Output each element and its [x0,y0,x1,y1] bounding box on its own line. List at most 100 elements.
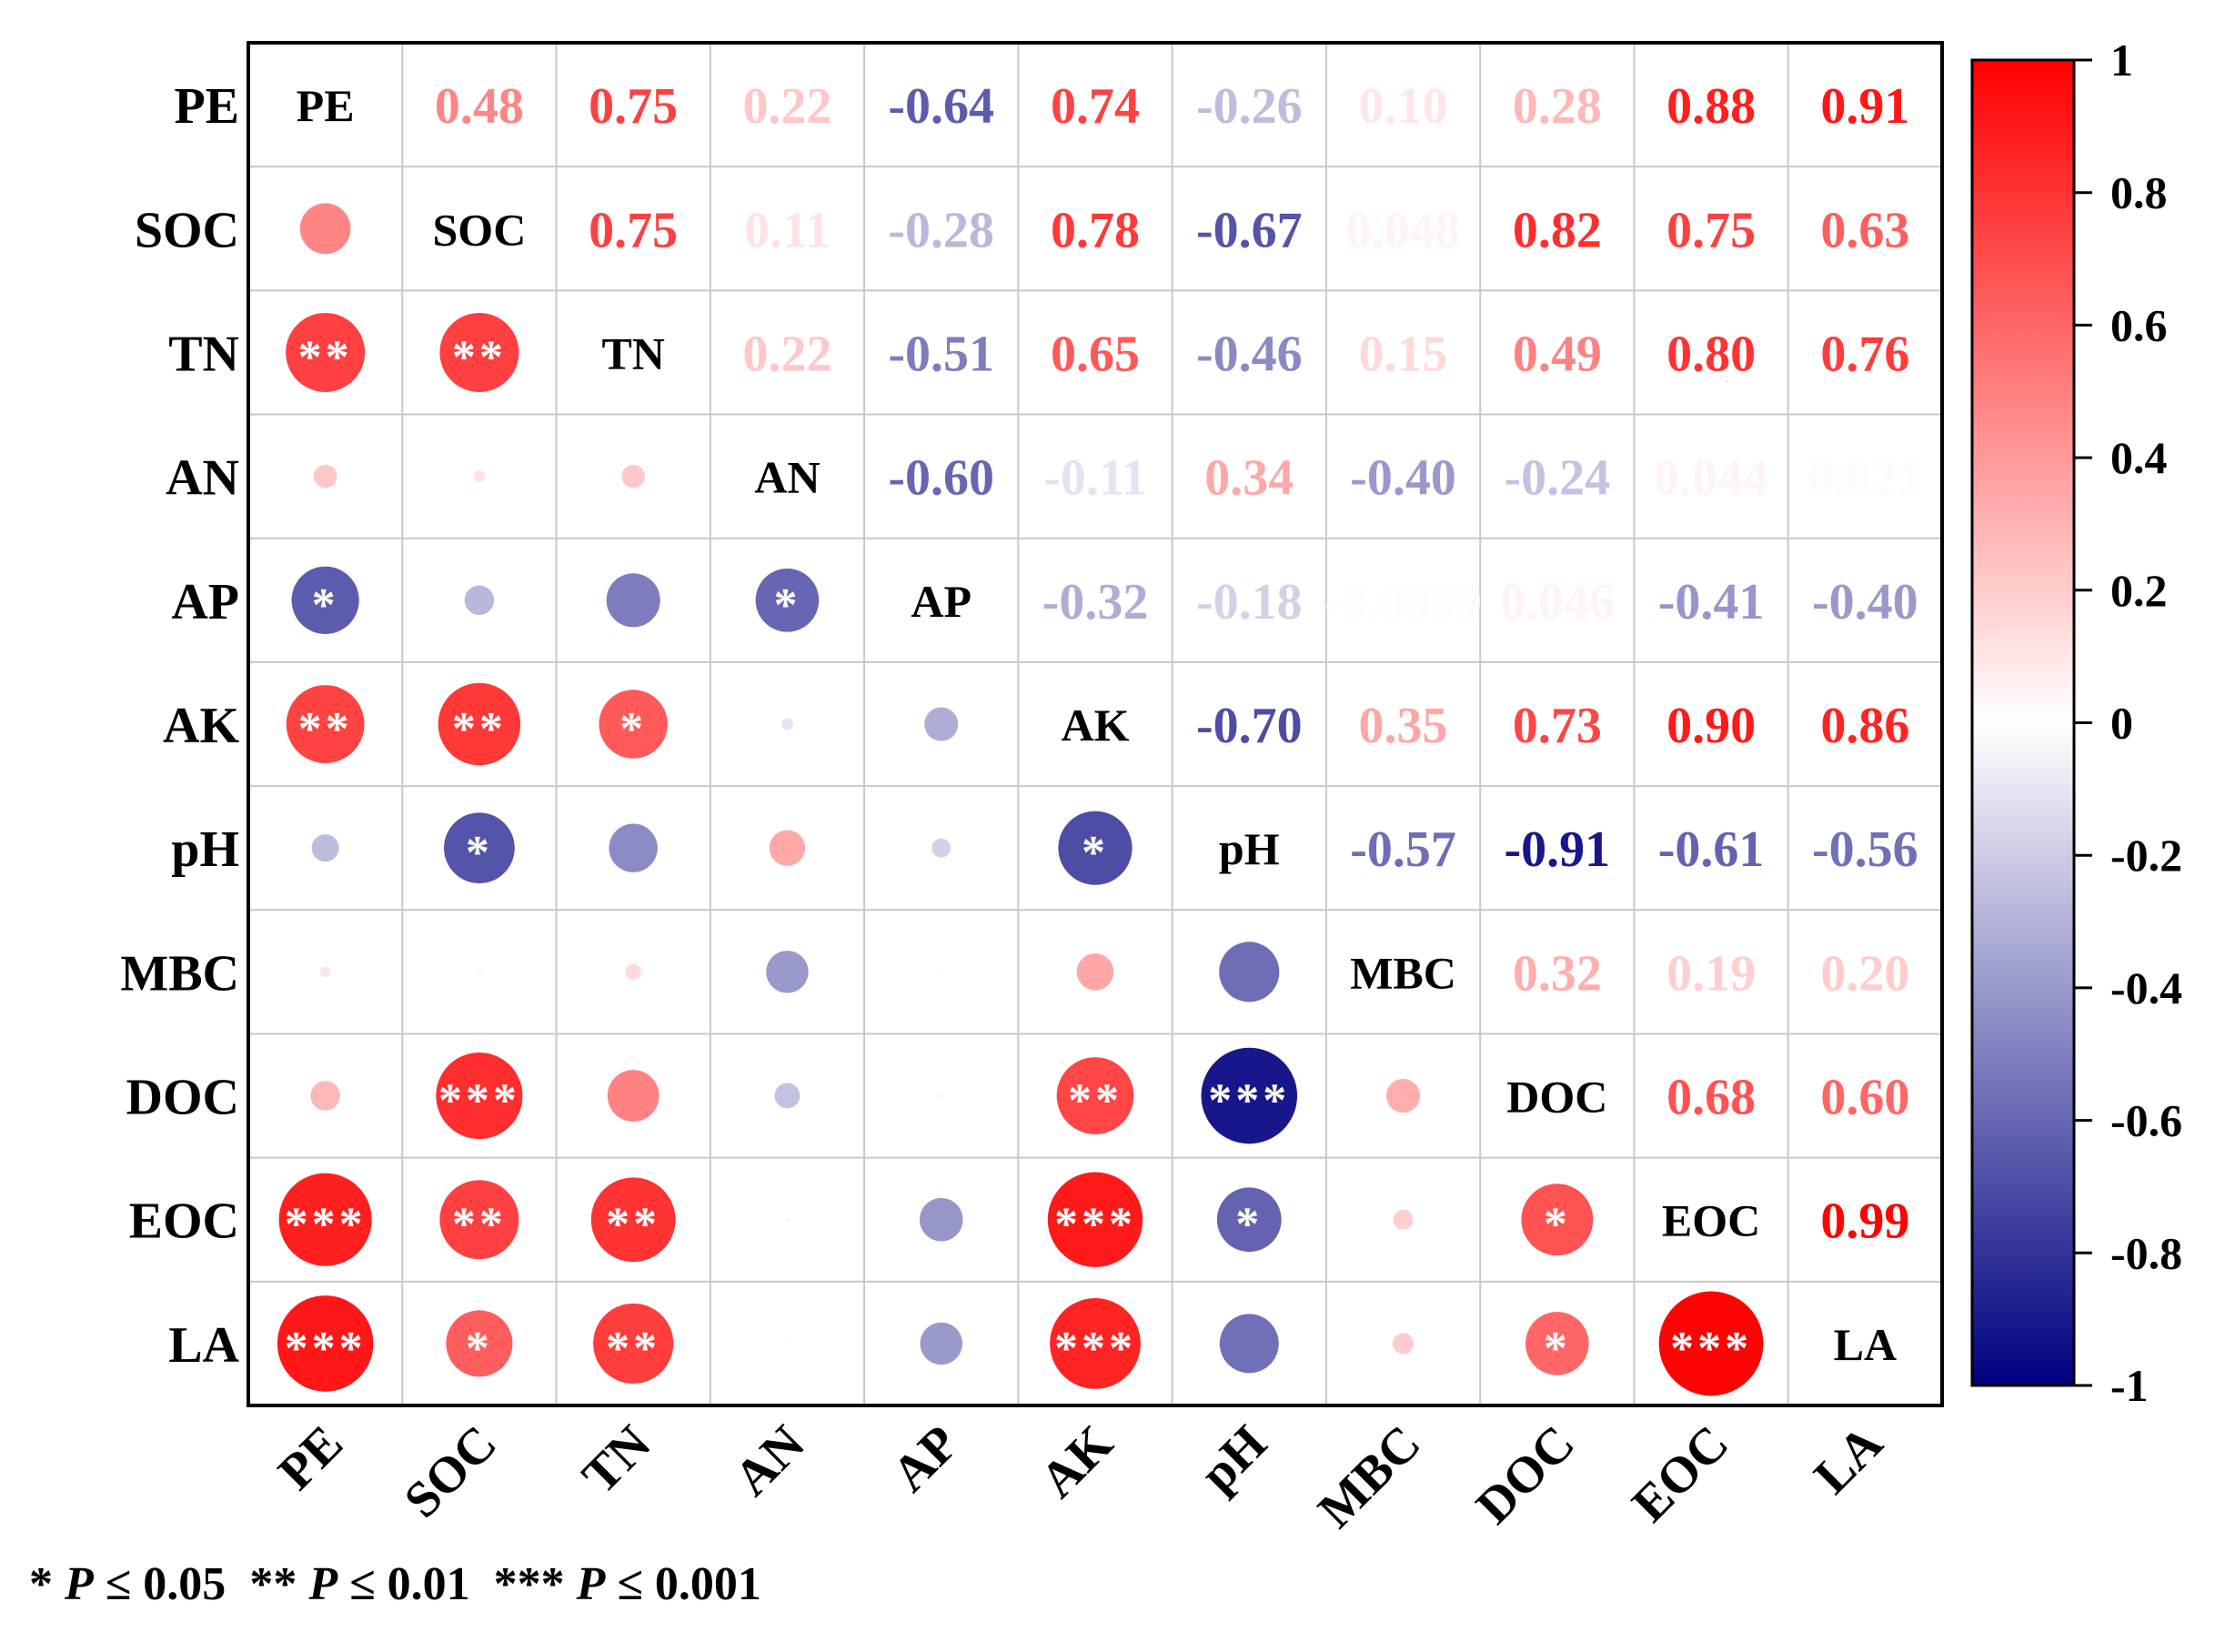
coefficient-label: 0.15 [1359,326,1448,382]
diagonal-label: TN [601,327,664,378]
column-label: pH [1190,1415,1278,1503]
column-label: AN [724,1415,816,1506]
diagonal-label: MBC [1350,947,1456,998]
coefficient-label: 0.60 [1820,1070,1909,1126]
coefficient-label: 0.65 [1051,326,1140,382]
correlation-circle [919,1197,963,1242]
column-label: LA [1804,1415,1894,1505]
correlation-circle [1525,1312,1589,1375]
significance-stars: ** [452,1199,507,1251]
coefficient-label: -0.61 [1658,821,1765,878]
significance-stars: * [312,579,339,631]
significance-stars: * [619,703,647,755]
colorbar-gradient [1970,58,2076,1387]
correlation-circle [286,685,365,763]
correlation-circle [939,1093,944,1099]
coefficient-label: 0.75 [589,78,678,135]
significance-stars: ** [298,703,353,755]
correlation-circle [310,1081,340,1111]
correlation-circle [439,1180,519,1260]
significance-stars: * [1544,1199,1571,1251]
correlation-circle [1056,1057,1134,1134]
correlation-circle [785,1342,789,1345]
coefficient-label: 0.86 [1820,698,1909,754]
coefficient-label: -0.51 [888,326,994,382]
footnote-p: P [64,1558,95,1610]
correlation-circle [1219,942,1280,1002]
colorbar-tick-label: -0.2 [2110,830,2182,881]
diagonal-label: SOC [433,204,527,255]
colorbar-tick-label: -0.6 [2110,1095,2182,1146]
footnote-stars: *** [470,1558,577,1610]
row-label: DOC [126,1070,239,1126]
footnote-threshold: ≤ 0.01 [337,1558,470,1610]
diagonal-label: AK [1062,700,1130,750]
significance-stars: *** [285,1323,367,1375]
coefficient-label: -0.0099 [1324,574,1482,630]
footnote-p: P [576,1558,607,1610]
correlation-circle [1385,1078,1421,1113]
correlation-circle [311,834,339,862]
coefficient-label: -0.40 [1812,574,1918,630]
row-label: AN [166,450,239,507]
row-label: LA [168,1317,239,1374]
coefficient-label: 0.99 [1820,1194,1909,1250]
coefficient-label: -0.32 [1042,574,1149,630]
column-label: MBC [1308,1415,1432,1538]
footnote-text: * P ≤ 0.05 ** P ≤ 0.01 *** P ≤ 0.001 [29,1558,761,1610]
coefficient-label: 0.34 [1204,450,1294,507]
coefficient-label: 0.19 [1666,945,1756,1002]
significance-stars: *** [1054,1199,1136,1251]
coefficient-label: 0.11 [744,202,831,258]
correlation-circle [313,464,337,489]
correlation-circle [1219,1314,1279,1374]
correlation-circle [606,573,660,628]
correlation-circle [1050,1298,1141,1389]
significance-stars: * [773,579,800,631]
correlation-circle [1658,1291,1764,1396]
correlation-circle [781,718,793,730]
coefficient-label: 0.88 [1666,78,1756,135]
coefficient-label: 0.78 [1051,202,1140,258]
coefficient-label: 0.49 [1513,326,1602,382]
colorbar: 1 0.8 0.6 0.4 0.2 0 -0.2 -0.4 -0.6 -0.8 -1 [1970,35,2182,1411]
correlation-circle [278,1173,372,1266]
correlation-circle [599,690,668,759]
row-label: AP [171,574,239,630]
coefficient-label: 0.35 [1359,698,1448,754]
correlation-circle [1521,1184,1594,1256]
plot-frame [247,41,1944,1407]
row-label: MBC [120,945,239,1002]
correlation-circle [924,707,959,741]
colorbar-tick-label: 0.2 [2110,565,2168,616]
coefficient-label: -0.24 [1504,450,1610,507]
coefficient-label: 0.021 [1807,450,1922,507]
significance-stars: *** [1208,1075,1290,1127]
correlation-circle [439,312,519,392]
coefficient-label: -0.11 [1043,450,1147,507]
column-label: TN [572,1415,662,1505]
matrix-cells: PE 0.48 0.75 0.22 -0.64 0.74 -0.26 0.10 0.28 0.88… [277,78,1922,1396]
coefficient-label: -0.70 [1196,698,1303,754]
coefficient-label: 0.80 [1666,326,1756,382]
coefficient-label: -0.41 [1658,574,1765,630]
significance-stars: * [1082,827,1109,879]
significance-stars: ** [298,331,353,383]
correlation-circle [625,963,641,981]
diagonal-label: PE [297,80,355,131]
correlation-circle [1047,1172,1143,1267]
coefficient-label: -0.64 [888,78,994,135]
correlation-circle [319,966,331,978]
correlation-circle [784,1217,790,1223]
coefficient-label: -0.60 [888,450,994,507]
diagonal-label: EOC [1662,1195,1760,1246]
coefficient-label: 0.90 [1666,698,1756,754]
diagonal-label: LA [1834,1319,1897,1370]
correlation-circle [291,566,359,634]
significance-stars: *** [1670,1323,1752,1375]
coefficient-label: -0.67 [1196,202,1303,258]
correlation-circle [277,1295,374,1392]
footnote-p: P [307,1558,338,1610]
coefficient-label: 0.28 [1513,78,1602,135]
significance-stars: * [1544,1323,1571,1375]
